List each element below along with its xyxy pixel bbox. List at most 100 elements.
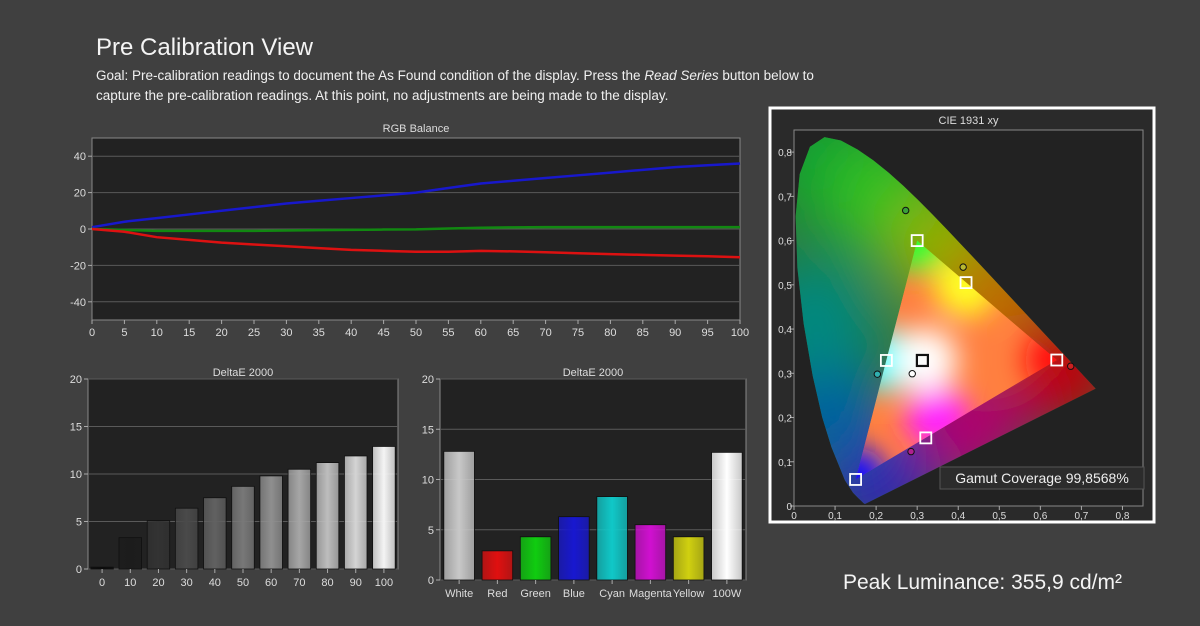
bar-0 <box>90 566 114 570</box>
x-tick-label: 65 <box>507 327 519 339</box>
target-square <box>910 234 924 247</box>
bar-30 <box>174 507 199 570</box>
x-tick-label: Magenta <box>629 588 673 600</box>
x-tick-label: 70 <box>293 577 305 589</box>
bar-10 <box>118 537 142 570</box>
x-tick-label: Cyan <box>599 588 625 600</box>
gamut-coverage-box <box>939 466 1145 490</box>
x-tick-label: 0 <box>89 327 95 339</box>
x-tick-label: 0,3 <box>910 511 924 522</box>
x-tick-label: 0,6 <box>1033 511 1047 522</box>
bar-100W <box>711 451 743 581</box>
measured-point <box>908 370 916 378</box>
x-tick-label: 75 <box>572 327 584 339</box>
x-tick-label: 20 <box>215 327 227 339</box>
goal-prefix: Goal: Pre-calibration readings to docume… <box>96 68 645 83</box>
y-tick-label: 10 <box>70 469 82 481</box>
measured-point <box>1067 362 1075 370</box>
y-tick-label: 0,5 <box>778 281 792 292</box>
rgb-balance-chart: RGB Balance 40 20 0 -20 -40 0 5 10 15 20 25 30 35 40 45… <box>70 123 749 339</box>
x-tick-label: 55 <box>442 327 454 339</box>
x-tick-label: 80 <box>604 327 616 339</box>
bar-50 <box>231 485 255 570</box>
y-tick-label: 20 <box>70 374 82 386</box>
target-square <box>849 473 862 486</box>
x-tick-label: White <box>445 588 473 600</box>
y-tick-label: 0,2 <box>778 414 792 425</box>
x-tick-label: 0,1 <box>828 511 842 522</box>
bar-Cyan <box>596 496 628 581</box>
x-tick-label: 0 <box>99 577 105 589</box>
x-tick-label: 25 <box>248 327 260 339</box>
x-tick-label: 5 <box>121 327 127 339</box>
x-tick-label: 40 <box>209 577 221 589</box>
chart-title: DeltaE 2000 <box>213 367 274 379</box>
series-line-1 <box>91 225 740 233</box>
y-tick-label: 0 <box>76 564 82 576</box>
x-tick-label: Yellow <box>673 588 704 600</box>
goal-description: Goal: Pre-calibration readings to docume… <box>96 66 816 106</box>
y-tick-label: 15 <box>422 424 434 436</box>
x-tick-label: 60 <box>475 327 487 339</box>
chart-title: CIE 1931 xy <box>939 115 999 127</box>
bar-Magenta <box>634 524 667 581</box>
y-tick-label: 0 <box>80 224 86 236</box>
y-tick-label: 10 <box>422 475 434 487</box>
gamut-coverage-label: Gamut Coverage 99,8568% <box>955 470 1129 486</box>
x-tick-label: 45 <box>377 327 389 339</box>
measured-point <box>959 263 967 271</box>
x-tick-label: Blue <box>563 588 585 600</box>
bar-100 <box>372 446 396 570</box>
x-tick-label: 0,4 <box>951 511 965 522</box>
chart-title: DeltaE 2000 <box>563 367 624 379</box>
x-tick-label: 100 <box>375 577 393 589</box>
y-tick-label: 0,3 <box>778 369 792 380</box>
y-tick-label: 0,1 <box>778 458 792 469</box>
bar-White <box>443 450 475 581</box>
goal-suffix: button below to capture the pre-calibrat… <box>96 68 814 103</box>
x-tick-label: Green <box>520 588 551 600</box>
y-tick-label: 0,8 <box>778 148 792 159</box>
x-tick-label: 70 <box>539 327 551 339</box>
measured-point <box>907 447 915 456</box>
y-tick-label: 40 <box>74 151 86 163</box>
x-tick-label: 90 <box>350 577 362 589</box>
read-series-emphasis: Read Series <box>644 68 719 83</box>
y-tick-label: 0,4 <box>778 325 792 336</box>
y-tick-label: 0,7 <box>778 192 792 203</box>
target-square <box>919 431 933 445</box>
bar-Red <box>481 550 514 581</box>
page-title: Pre Calibration View <box>96 34 313 61</box>
x-tick-label: 0,8 <box>1116 511 1130 522</box>
bar-70 <box>287 468 312 570</box>
y-tick-label: 0 <box>428 575 434 587</box>
x-tick-label: 30 <box>181 577 193 589</box>
target-square <box>915 353 929 368</box>
series-line-0 <box>91 162 741 229</box>
measured-point <box>901 206 910 215</box>
grayscale-deltae-chart: DeltaE 2000 0 5 10 15 20 0 10 20 30 40 50 60 70 80 90 10… <box>70 367 399 589</box>
x-tick-label: 0,7 <box>1074 511 1088 522</box>
x-tick-label: 50 <box>410 327 422 339</box>
x-tick-label: 10 <box>124 577 136 589</box>
cie-1931-chart: CIE 1931 xy 0 0,1 0,2 0,3 0,4 0,5 0,6 0,7 0,8 0 0,1… <box>768 106 1156 524</box>
y-tick-label: -40 <box>70 297 86 309</box>
x-tick-label: Red <box>487 588 507 600</box>
x-tick-label: 0,5 <box>992 511 1006 522</box>
x-tick-label: 20 <box>152 577 164 589</box>
bar-20 <box>146 520 171 570</box>
x-tick-label: 85 <box>637 327 649 339</box>
chart-title: RGB Balance <box>383 123 450 135</box>
x-tick-label: 50 <box>237 577 249 589</box>
series-line-2 <box>91 227 741 259</box>
y-tick-label: 20 <box>74 188 86 200</box>
bar-Blue <box>558 516 590 581</box>
target-square <box>879 354 893 367</box>
x-tick-label: 60 <box>265 577 277 589</box>
target-square <box>959 276 973 290</box>
bar-Yellow <box>672 536 705 581</box>
x-tick-label: 10 <box>151 327 163 339</box>
y-tick-label: 5 <box>428 525 434 537</box>
y-tick-label: 15 <box>70 422 82 434</box>
bar-Green <box>519 536 552 581</box>
